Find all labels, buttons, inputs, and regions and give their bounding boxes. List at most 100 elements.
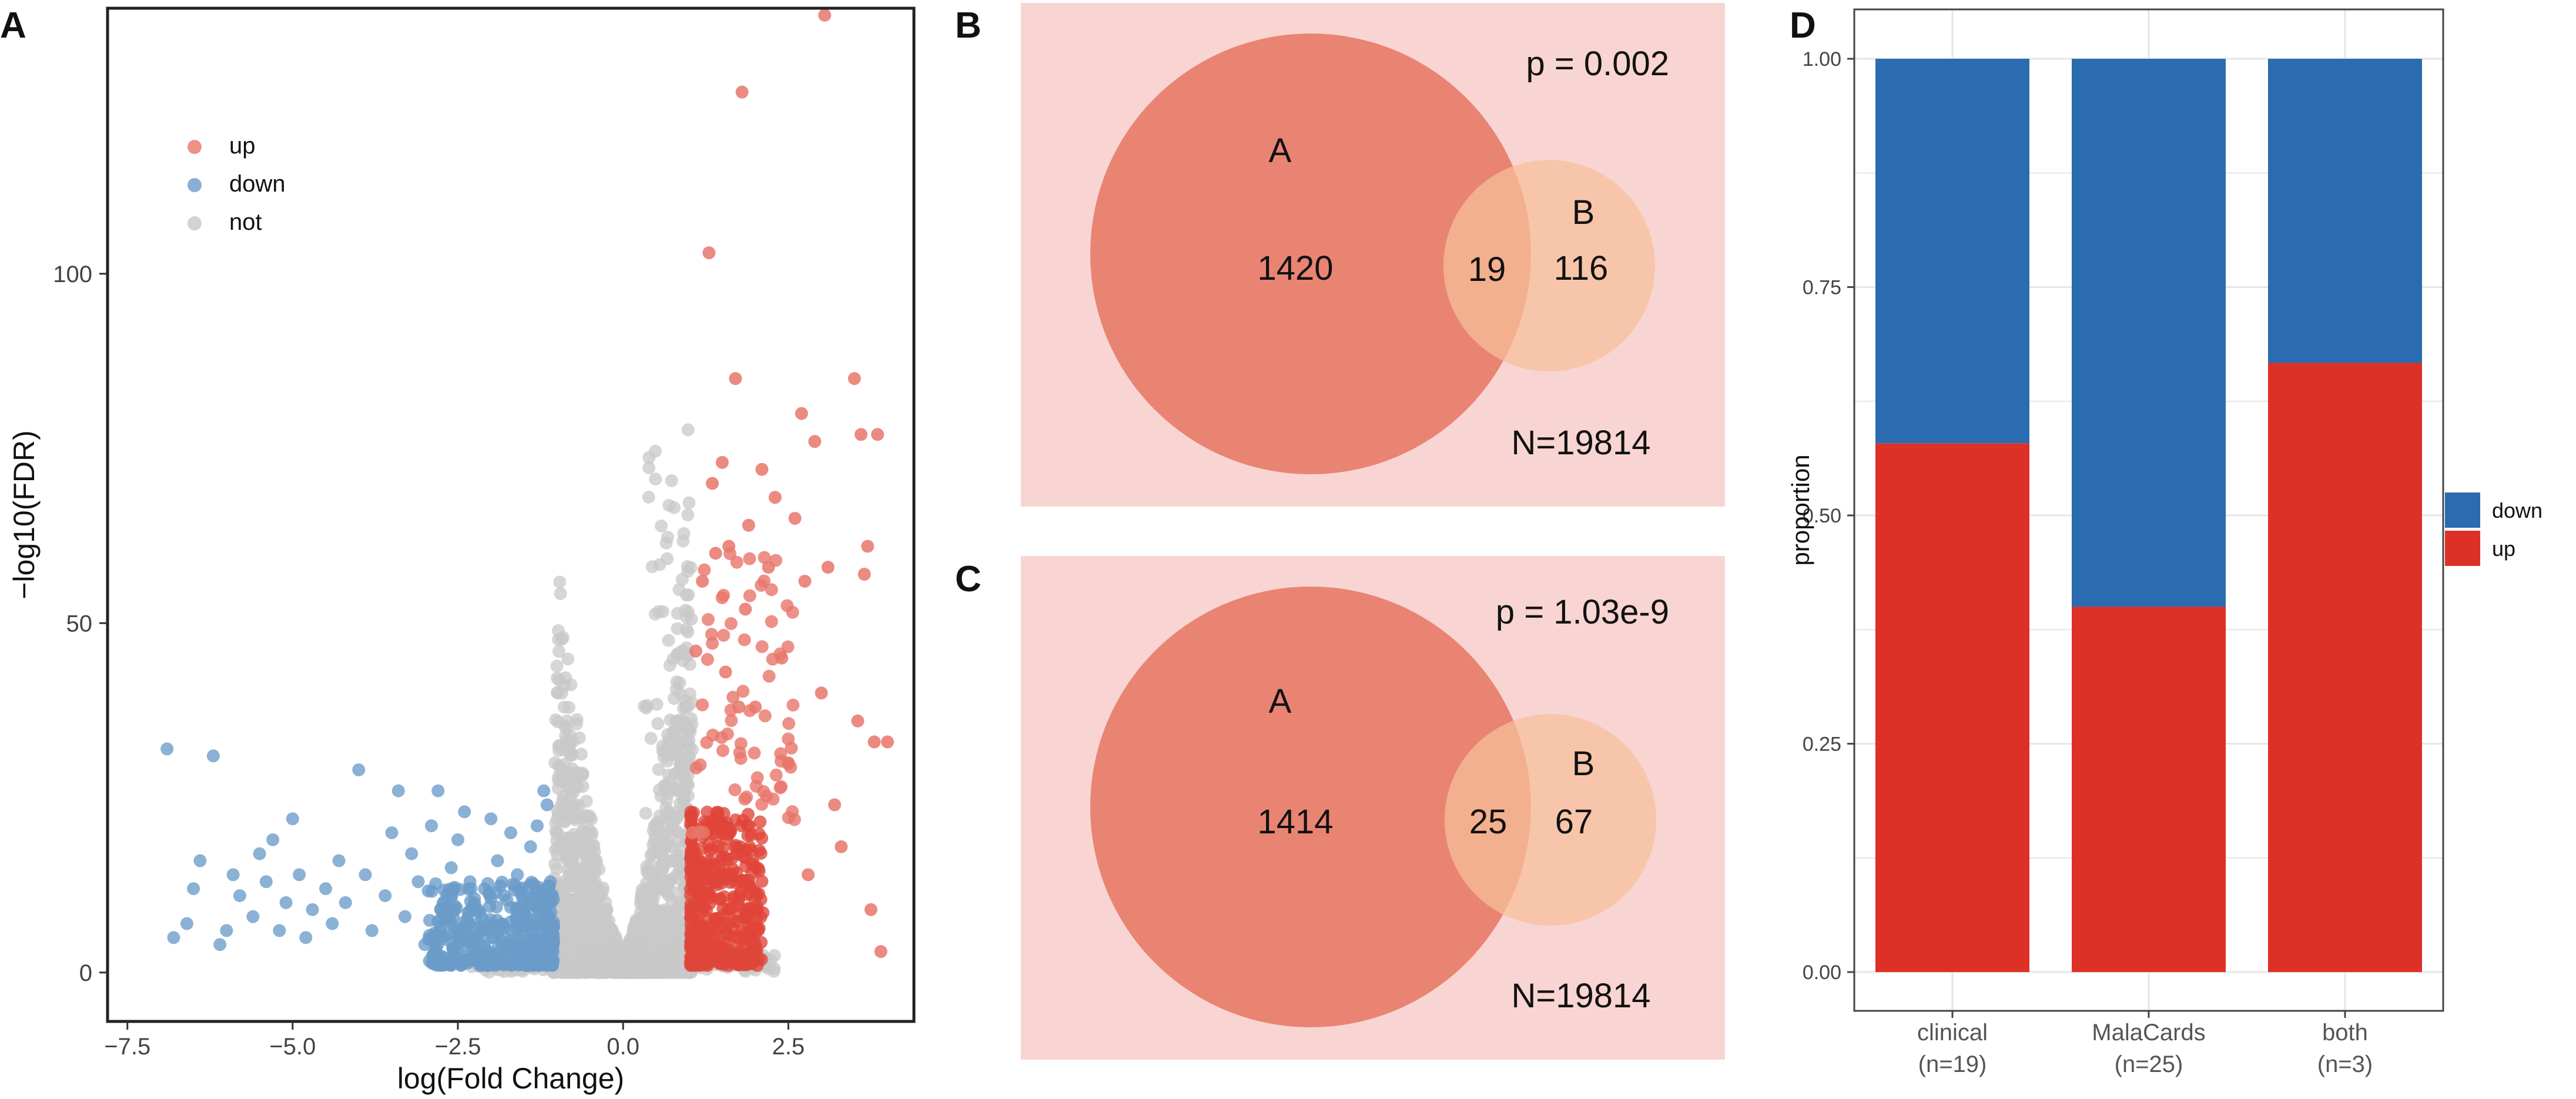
point-not [629,913,643,927]
point-up [732,893,745,907]
point-up [782,717,796,731]
point-up [701,653,714,666]
point-up [795,407,808,420]
point-up [768,491,782,504]
point-up [696,574,709,588]
point-up [735,85,749,99]
point-up [743,589,756,602]
point-not [685,712,698,725]
point-up [729,839,742,852]
venn-c-p-value: p = 1.03e-9 [1496,593,1669,631]
point-up [684,937,698,951]
venn-b-p-value: p = 0.002 [1526,45,1670,83]
point-not [681,423,695,437]
point-not [575,748,588,761]
point-down [226,868,240,882]
point-not [670,675,684,689]
point-up [748,746,761,760]
legend-key-not [187,216,202,230]
point-down [490,900,503,914]
x-tick-label: 2.5 [772,1034,805,1060]
down-points [160,742,561,972]
x-tick-label: MalaCards [2092,1020,2205,1046]
point-not [669,714,682,728]
point-up [716,902,730,915]
point-not [662,768,675,782]
point-not [681,777,694,790]
point-down [160,742,174,756]
x-tick-sublabel: (n=25) [2115,1051,2183,1077]
point-up [726,691,740,704]
point-down [505,950,518,963]
point-not [648,607,662,621]
point-up [743,552,756,565]
point-not [569,837,582,850]
venn-c-set-a-name: A [1269,682,1292,721]
point-down [530,819,544,833]
legend-label-up: up [229,133,256,159]
point-not [645,560,659,574]
point-down [497,889,511,902]
legend-key-down [187,178,202,192]
point-up [750,920,763,934]
point-down [520,933,534,946]
point-up [755,832,769,845]
point-down [537,784,551,798]
point-down [391,784,405,798]
point-up [754,847,768,860]
point-down [542,924,556,938]
point-up [705,842,718,856]
point-up [741,819,754,832]
point-up [691,875,704,889]
point-not [660,793,674,807]
point-not [621,962,634,976]
legend: up down not [187,133,286,235]
point-up [684,852,698,865]
point-down [493,923,506,937]
point-not [600,903,614,916]
point-not [685,612,698,626]
point-down [431,784,445,798]
plot-frame [106,6,916,1023]
bar-down-MalaCards [2072,59,2226,607]
point-not [585,878,598,892]
point-up [765,615,778,628]
point-up [818,8,832,22]
legend-key-down [2445,492,2480,528]
point-down [385,826,398,839]
point-not [556,794,570,808]
point-up [775,651,789,665]
point-up [755,463,769,476]
point-up [711,808,725,822]
point-not [649,473,662,486]
point-down [540,798,554,812]
point-up [734,752,748,765]
point-up [719,665,732,679]
point-down [206,749,220,763]
point-not [675,572,689,586]
point-up [864,903,877,916]
point-not [642,461,656,474]
venn-b-set-b-name: B [1572,193,1595,232]
point-not [581,922,594,936]
point-down [542,957,556,971]
point-down [484,812,498,826]
point-down [468,946,482,960]
point-not [564,749,577,762]
venn-b-a-only-count: 1420 [1257,249,1333,287]
point-down [299,931,313,944]
y-tick-label: 0.25 [1803,733,1841,756]
point-up [758,709,772,723]
point-not [570,915,583,929]
point-up [699,910,712,924]
point-not [671,958,685,971]
point-down [446,941,460,954]
up-points [684,8,895,972]
point-not [642,490,655,504]
point-not [572,879,585,893]
point-up [758,574,771,588]
point-not [560,924,573,937]
venn-b-set-a-name: A [1269,132,1292,170]
point-not [666,905,680,919]
point-up [769,768,783,782]
